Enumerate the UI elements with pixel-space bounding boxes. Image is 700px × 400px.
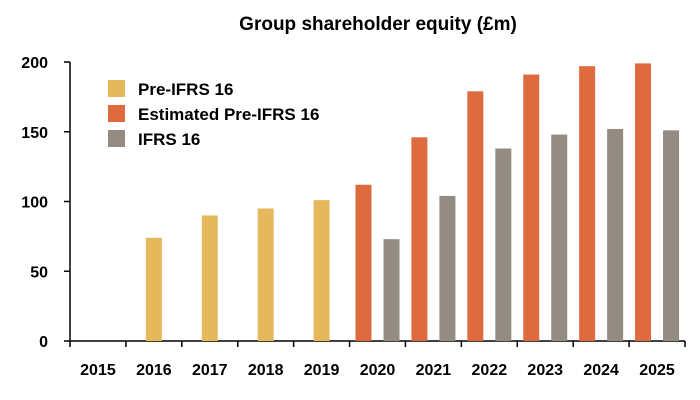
legend-label: IFRS 16 xyxy=(138,130,200,149)
legend-label: Estimated Pre-IFRS 16 xyxy=(138,105,319,124)
bar-ifrs-16-2021 xyxy=(439,195,456,341)
bar-ifrs-16-2020 xyxy=(383,239,400,341)
legend-swatch xyxy=(108,130,125,147)
y-tick-label: 100 xyxy=(21,195,48,212)
x-tick-label: 2021 xyxy=(416,362,452,379)
bar-pre-ifrs-16-2016 xyxy=(145,237,162,341)
x-tick-label: 2024 xyxy=(583,362,619,379)
x-tick-label: 2019 xyxy=(304,362,340,379)
bar-estimated-pre-ifrs-16-2023 xyxy=(523,74,540,342)
legend-swatch xyxy=(108,105,125,122)
x-tick-label: 2023 xyxy=(527,362,563,379)
legend-swatch xyxy=(108,80,125,97)
bar-estimated-pre-ifrs-16-2020 xyxy=(355,184,372,341)
y-tick-label: 200 xyxy=(21,55,48,72)
bar-ifrs-16-2024 xyxy=(607,128,624,341)
bar-estimated-pre-ifrs-16-2024 xyxy=(579,66,596,341)
bar-estimated-pre-ifrs-16-2025 xyxy=(635,63,652,342)
x-tick-label: 2020 xyxy=(360,362,396,379)
x-tick-label: 2017 xyxy=(192,362,228,379)
bar-pre-ifrs-16-2017 xyxy=(201,215,218,341)
x-tick-label: 2016 xyxy=(136,362,172,379)
y-tick-label: 0 xyxy=(39,334,48,351)
x-tick-label: 2022 xyxy=(472,362,508,379)
x-tick-label: 2025 xyxy=(639,362,675,379)
bar-estimated-pre-ifrs-16-2022 xyxy=(467,91,484,341)
chart-title: Group shareholder equity (£m) xyxy=(239,14,517,35)
bar-ifrs-16-2025 xyxy=(663,130,680,341)
legend: Pre-IFRS 16 Estimated Pre-IFRS 16 IFRS 16 xyxy=(108,80,319,149)
bar-pre-ifrs-16-2018 xyxy=(257,208,274,341)
x-tick-label: 2018 xyxy=(248,362,284,379)
bar-ifrs-16-2023 xyxy=(551,134,568,341)
plot-area: 0 50 100 150 200 2015 2016 2017 2018 2019 2020 2021… xyxy=(21,55,686,379)
x-tick-label: 2015 xyxy=(80,362,116,379)
bar-estimated-pre-ifrs-16-2021 xyxy=(411,137,428,341)
bar-ifrs-16-2022 xyxy=(495,148,512,341)
y-tick-label: 150 xyxy=(21,125,48,142)
y-tick-label: 50 xyxy=(30,264,48,281)
bar-pre-ifrs-16-2019 xyxy=(313,200,330,341)
legend-label: Pre-IFRS 16 xyxy=(138,80,233,99)
